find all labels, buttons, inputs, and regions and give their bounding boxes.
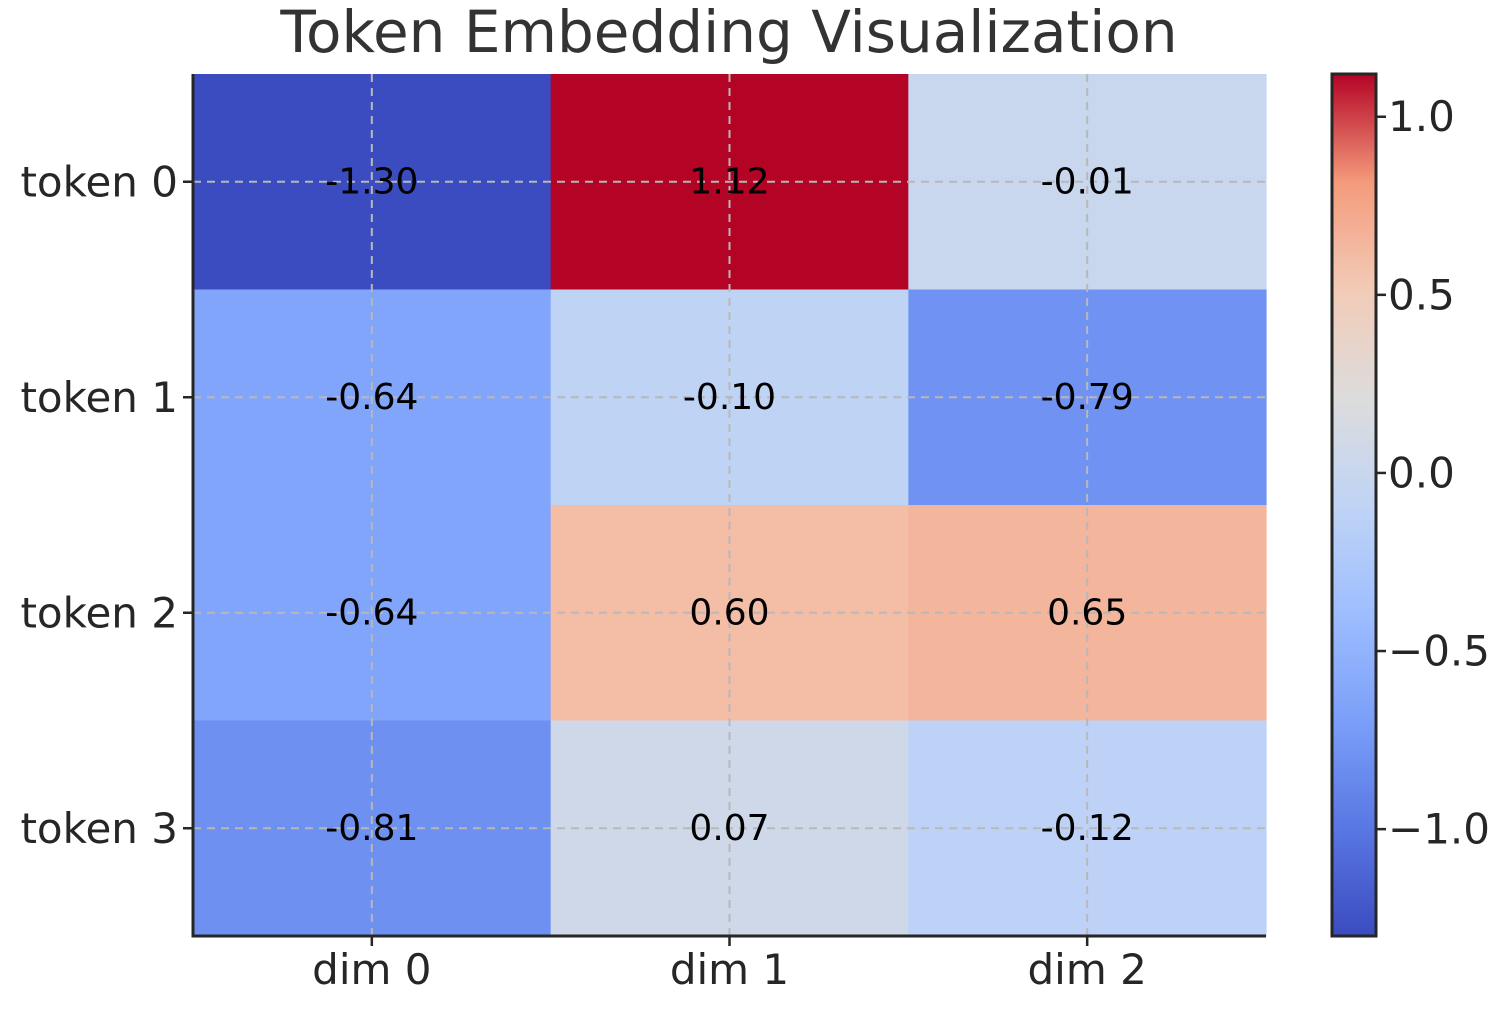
cell-value-label: -0.79 xyxy=(1041,377,1134,418)
cell-value-label: -1.30 xyxy=(325,161,418,202)
x-tick-label: dim 0 xyxy=(312,945,431,994)
cell-value-label: 1.12 xyxy=(689,161,769,202)
y-tick-label: token 1 xyxy=(20,373,178,422)
colorbar-gradient xyxy=(1330,72,1378,938)
chart-title: Token Embedding Visualization xyxy=(279,0,1177,66)
x-tick-label: dim 2 xyxy=(1028,945,1147,994)
cell-value-label: 0.60 xyxy=(689,592,769,633)
cell-value-label: 0.65 xyxy=(1047,592,1127,633)
y-tick-label: token 2 xyxy=(20,588,178,637)
cell-value-label: -0.10 xyxy=(683,377,776,418)
colorbar-tick-label: 1.0 xyxy=(1388,92,1455,141)
cell-value-label: -0.12 xyxy=(1041,808,1134,849)
cell-value-label: -0.81 xyxy=(325,808,418,849)
cell-value-label: 0.07 xyxy=(689,808,769,849)
cell-value-label: -0.64 xyxy=(325,377,418,418)
colorbar-tick-label: −1.0 xyxy=(1388,805,1490,854)
grid-lines xyxy=(193,74,1266,936)
axes: dim 0 dim 1 dim 2 token 0 token 1 token 2 toke… xyxy=(20,74,1266,994)
cell-value-label: -0.64 xyxy=(325,592,418,633)
colorbar-tick-label: 0.0 xyxy=(1388,448,1455,497)
cell-value-labels: -1.30 1.12 -0.01 -0.64 -0.10 -0.79 -0.64 0.60 0.… xyxy=(325,161,1133,849)
y-tick-label: token 3 xyxy=(20,804,178,853)
colorbar: 1.0 0.5 0.0 −0.5 −1.0 xyxy=(1330,72,1490,938)
y-tick-label: token 0 xyxy=(20,157,178,206)
x-tick-label: dim 1 xyxy=(670,945,789,994)
colorbar-tick-label: −0.5 xyxy=(1388,627,1490,676)
cell-value-label: -0.01 xyxy=(1041,161,1134,202)
colorbar-tick-label: 0.5 xyxy=(1388,270,1455,319)
